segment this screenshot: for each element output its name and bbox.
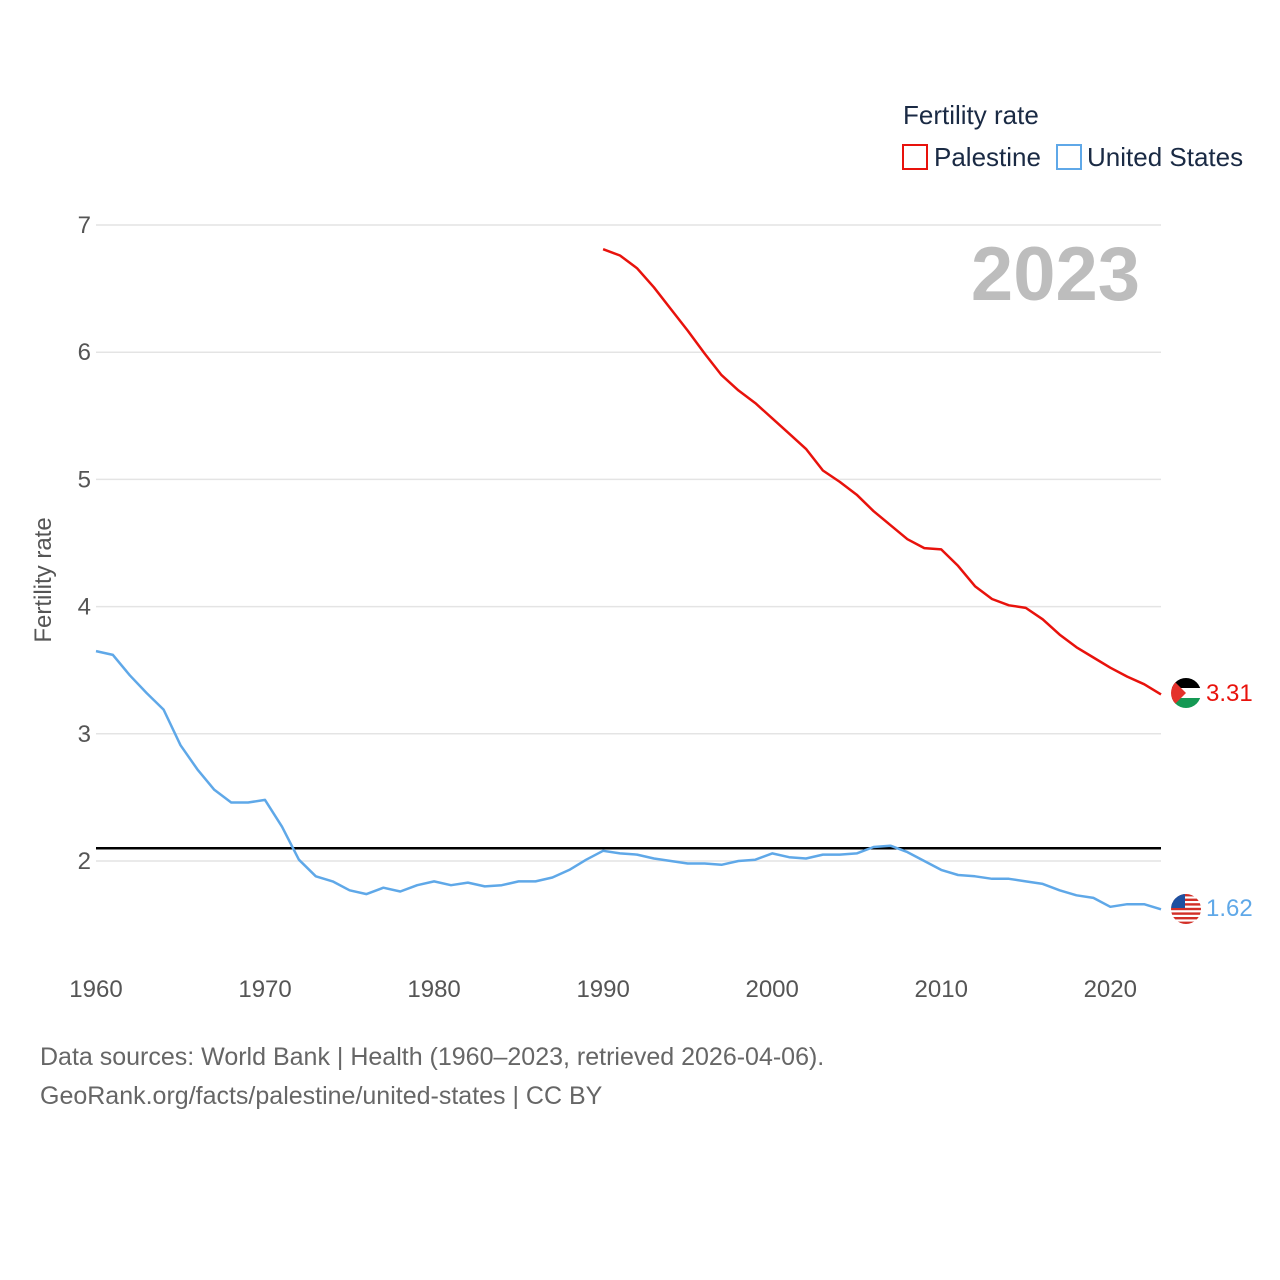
y-tick-label: 2: [78, 848, 91, 875]
y-tick-label: 6: [78, 339, 91, 366]
y-axis-label: Fertility rate: [30, 517, 57, 642]
x-tick-label: 2000: [745, 976, 798, 1003]
legend-label-palestine: Palestine: [934, 142, 1041, 172]
y-tick-label: 5: [78, 466, 91, 493]
united-states-flag-icon: [1171, 894, 1201, 924]
x-tick-label: 1990: [576, 976, 629, 1003]
legend-item-palestine[interactable]: Palestine: [902, 142, 1041, 172]
grid-lines: [96, 224, 1161, 862]
y-axis-ticks: 2 3 4 5 6 7: [78, 212, 91, 875]
x-tick-label: 1970: [238, 976, 291, 1003]
palestine-end-value: 3.31: [1206, 680, 1253, 707]
series-line-palestine[interactable]: [602, 248, 1162, 696]
legend: Fertility rate Palestine United States: [902, 100, 1243, 172]
series-layer: [95, 248, 1162, 911]
x-axis-ticks: 1960 1970 1980 1990 2000 2010 2020: [69, 976, 1137, 1003]
year-label: 2023: [971, 232, 1140, 317]
legend-swatch-palestine: [902, 144, 928, 170]
united-states-end-value: 1.62: [1206, 895, 1253, 922]
x-tick-label: 2010: [915, 976, 968, 1003]
x-tick-label: 2020: [1084, 976, 1137, 1003]
legend-swatch-united-states: [1056, 144, 1082, 170]
site-credit: GeoRank.org/facts/palestine/united-state…: [40, 1082, 603, 1110]
series-line-united-states[interactable]: [95, 649, 1162, 911]
y-tick-label: 3: [78, 721, 91, 748]
legend-title: Fertility rate: [903, 100, 1039, 130]
data-source-note: Data sources: World Bank | Health (1960–…: [40, 1043, 825, 1071]
y-tick-label: 7: [78, 212, 91, 239]
x-tick-label: 1980: [407, 976, 460, 1003]
y-tick-label: 4: [78, 594, 91, 621]
palestine-flag-icon: [1171, 678, 1201, 708]
x-tick-label: 1960: [69, 976, 122, 1003]
legend-label-united-states: United States: [1087, 142, 1243, 172]
legend-item-united-states[interactable]: United States: [1056, 142, 1243, 172]
